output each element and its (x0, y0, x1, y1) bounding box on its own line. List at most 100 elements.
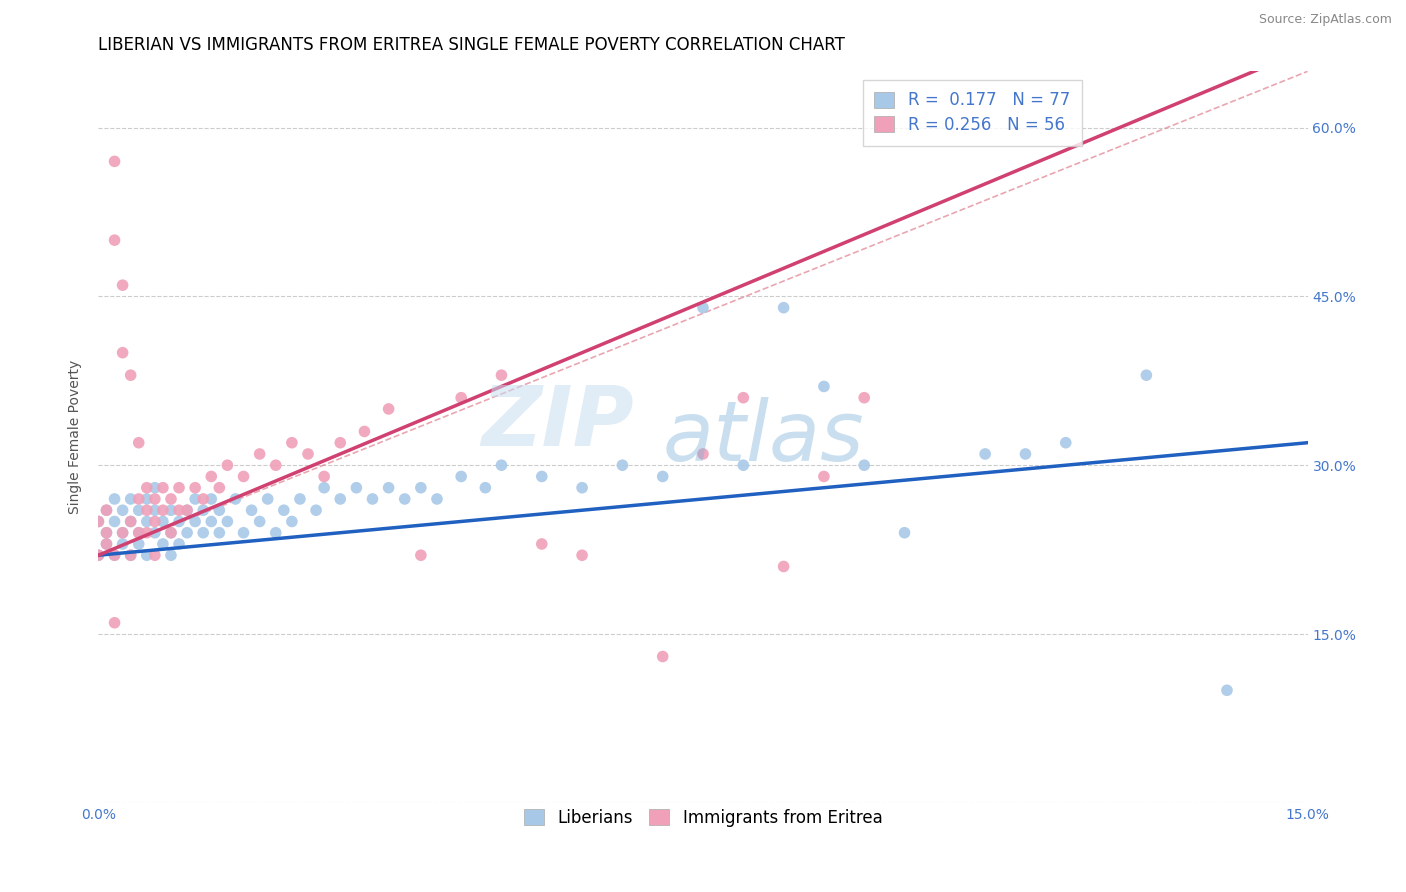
Point (1054, 435, 1077, 450)
Point (733, 391, 755, 405)
Point (184, 515, 207, 529)
Point (111, 503, 134, 517)
Point (1014, 447, 1036, 461)
Point (217, 515, 239, 529)
Point (240, 503, 263, 517)
Point (256, 491, 278, 506)
Point (111, 537, 134, 551)
Point (103, 515, 125, 529)
Point (200, 469, 222, 483)
Point (96, 537, 118, 551)
Point (120, 515, 142, 529)
Point (273, 503, 295, 517)
Point (409, 548, 432, 562)
Point (394, 491, 416, 506)
Point (87, 515, 110, 529)
Point (103, 154, 125, 169)
Point (135, 503, 157, 517)
Point (853, 458, 876, 473)
Point (111, 345, 134, 359)
Point (167, 537, 190, 551)
Point (193, 491, 215, 506)
Point (193, 525, 215, 540)
Point (329, 435, 352, 450)
Point (353, 425, 375, 439)
Point (96, 503, 118, 517)
Point (111, 278, 134, 293)
Text: atlas: atlas (662, 397, 865, 477)
Point (128, 491, 150, 506)
Point (314, 481, 336, 495)
Point (167, 481, 190, 495)
Point (143, 481, 166, 495)
Point (143, 525, 166, 540)
Point (160, 503, 183, 517)
Text: LIBERIAN VS IMMIGRANTS FROM ERITREA SINGLE FEMALE POVERTY CORRELATION CHART: LIBERIAN VS IMMIGRANTS FROM ERITREA SING… (98, 36, 845, 54)
Point (208, 503, 231, 517)
Point (377, 481, 399, 495)
Point (772, 559, 794, 574)
Point (249, 447, 271, 461)
Point (176, 525, 198, 540)
Point (474, 481, 496, 495)
Point (893, 525, 915, 540)
Point (813, 379, 835, 393)
Point (128, 537, 150, 551)
Point (160, 525, 183, 540)
Point (232, 469, 254, 483)
Point (361, 491, 384, 506)
Text: ZIP: ZIP (482, 382, 634, 463)
Point (772, 301, 794, 315)
Point (208, 525, 231, 540)
Point (111, 525, 134, 540)
Point (344, 481, 367, 495)
Point (176, 503, 198, 517)
Point (103, 233, 125, 247)
Point (288, 491, 311, 506)
Point (96, 503, 118, 517)
Text: Source: ZipAtlas.com: Source: ZipAtlas.com (1258, 13, 1392, 27)
Point (249, 515, 271, 529)
Point (152, 515, 174, 529)
Point (120, 515, 142, 529)
Point (184, 491, 207, 506)
Point (103, 548, 125, 562)
Point (152, 537, 174, 551)
Point (143, 491, 166, 506)
Point (167, 515, 190, 529)
Point (87, 548, 110, 562)
Point (264, 458, 287, 473)
Point (176, 503, 198, 517)
Point (530, 469, 553, 483)
Legend: Liberians, Immigrants from Eritrea: Liberians, Immigrants from Eritrea (512, 797, 894, 838)
Point (232, 525, 254, 540)
Point (143, 503, 166, 517)
Point (200, 515, 222, 529)
Point (853, 391, 876, 405)
Point (143, 548, 166, 562)
Point (128, 525, 150, 540)
Point (281, 435, 304, 450)
Point (128, 525, 150, 540)
Point (305, 503, 328, 517)
Point (813, 469, 835, 483)
Point (96, 537, 118, 551)
Point (651, 649, 673, 664)
Point (733, 458, 755, 473)
Point (167, 503, 190, 517)
Point (692, 447, 714, 461)
Point (651, 469, 673, 483)
Point (264, 525, 287, 540)
Point (87, 548, 110, 562)
Point (87, 515, 110, 529)
Point (281, 515, 304, 529)
Point (120, 548, 142, 562)
Point (571, 481, 593, 495)
Point (297, 447, 319, 461)
Point (103, 548, 125, 562)
Point (128, 503, 150, 517)
Point (135, 515, 157, 529)
Y-axis label: Single Female Poverty: Single Female Poverty (69, 360, 83, 514)
Point (160, 491, 183, 506)
Point (1135, 368, 1157, 383)
